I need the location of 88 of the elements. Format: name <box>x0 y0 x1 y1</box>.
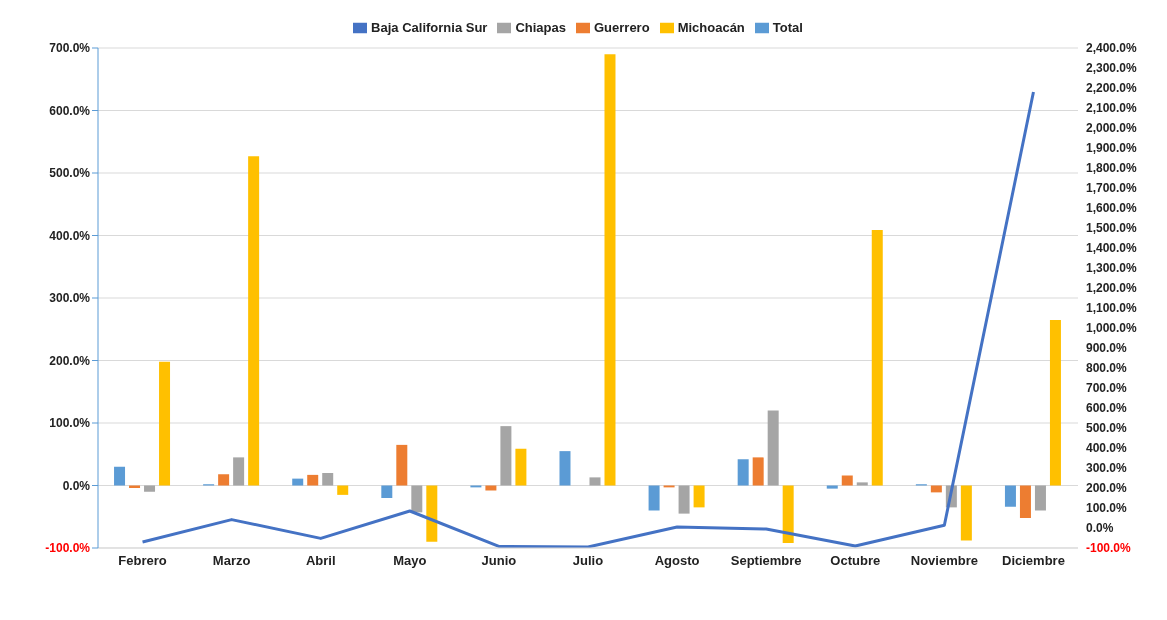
y2-tick-label: 1,200.0% <box>1086 281 1138 295</box>
y2-tick-label: 800.0% <box>1086 361 1128 375</box>
y2-tick-label: 1,800.0% <box>1086 161 1138 175</box>
y-tick-label: 200.0% <box>49 353 91 368</box>
bar <box>114 466 126 486</box>
bar <box>248 156 260 486</box>
y2-tick-label: 1,500.0% <box>1086 221 1138 235</box>
bar <box>1019 485 1031 518</box>
y2-tick-label: 100.0% <box>1086 501 1128 515</box>
bar <box>1034 485 1046 511</box>
bar <box>752 457 764 486</box>
bar <box>678 485 690 514</box>
y2-tick-label: 1,600.0% <box>1086 201 1138 215</box>
y2-tick-label: 300.0% <box>1086 461 1128 475</box>
x-tick-label: Mayo <box>393 553 427 569</box>
y2-tick-label: 200.0% <box>1086 481 1128 495</box>
bar <box>871 229 883 486</box>
y-tick-label: 100.0% <box>49 416 91 430</box>
bar <box>218 474 230 486</box>
y2-tick-label: 600.0% <box>1086 401 1128 415</box>
y-tick-label: 400.0% <box>49 228 91 243</box>
bar <box>589 477 601 486</box>
bar <box>767 410 779 486</box>
y-tick-label: 0.0% <box>62 478 91 493</box>
x-tick-label: Julio <box>572 553 604 569</box>
bar <box>559 451 571 486</box>
bar <box>826 485 838 489</box>
bar <box>337 485 349 495</box>
y-tick-label: 300.0% <box>49 291 91 305</box>
bar <box>648 485 660 511</box>
bar <box>1049 319 1061 486</box>
bar <box>411 485 423 513</box>
y2-tick-label: 900.0% <box>1086 341 1128 355</box>
y2-tick-label: 400.0% <box>1086 441 1128 455</box>
bar <box>960 485 972 541</box>
bar <box>381 485 393 498</box>
bar <box>737 459 749 486</box>
y2-tick-label: 1,400.0% <box>1086 241 1138 255</box>
legend-label: Chiapas <box>515 20 566 35</box>
y-tick-label: 700.0% <box>49 41 91 55</box>
bar <box>485 485 497 491</box>
y2-tick-label: 1,900.0% <box>1086 141 1138 155</box>
y2-tick-label: 500.0% <box>1086 421 1128 435</box>
y2-tick-label: 1,700.0% <box>1086 181 1138 195</box>
y2-tick-label: 700.0% <box>1086 381 1128 395</box>
y-tick-label: 500.0% <box>49 166 91 180</box>
y2-tick-label: 2,200.0% <box>1086 81 1138 95</box>
y-tick-label: 600.0% <box>49 103 91 118</box>
bar <box>159 361 171 486</box>
bar <box>515 448 527 486</box>
y2-tick-label: 1,300.0% <box>1086 261 1138 275</box>
y2-tick-label: -100.0% <box>1086 541 1132 555</box>
y2-tick-label: 0.0% <box>1086 521 1114 535</box>
x-tick-label: Febrero <box>118 553 167 569</box>
bar <box>396 444 408 486</box>
y2-tick-label: 2,400.0% <box>1086 41 1138 55</box>
bar <box>233 457 245 486</box>
bar <box>856 482 868 486</box>
x-tick-label: Diciembre <box>1002 553 1065 569</box>
legend-label: Total <box>772 20 803 35</box>
bar <box>292 478 304 486</box>
x-tick-label: Marzo <box>212 553 251 569</box>
bar <box>426 485 438 542</box>
y-tick-label: -100.0% <box>45 541 91 555</box>
x-tick-label: Abril <box>305 553 336 569</box>
bar <box>307 474 319 486</box>
x-tick-label: Junio <box>481 553 517 569</box>
x-tick-label: Noviembre <box>910 553 978 569</box>
bar <box>604 54 616 486</box>
legend-label: Guerrero <box>593 20 650 35</box>
y2-tick-label: 2,300.0% <box>1086 61 1138 75</box>
y2-tick-label: 1,100.0% <box>1086 301 1138 315</box>
bar <box>693 485 705 508</box>
y2-tick-label: 2,100.0% <box>1086 101 1138 115</box>
x-tick-label: Septiembre <box>730 553 802 569</box>
bar <box>1004 485 1016 507</box>
bar <box>841 475 853 486</box>
bar <box>782 485 794 543</box>
legend-label: Baja California Sur <box>371 20 488 35</box>
y2-tick-label: 2,000.0% <box>1086 121 1138 135</box>
x-tick-label: Agosto <box>654 553 700 569</box>
bar <box>144 485 156 492</box>
line-series <box>141 90 1035 548</box>
bar <box>322 473 334 486</box>
y2-tick-label: 1,000.0% <box>1086 321 1138 335</box>
x-tick-label: Octubre <box>830 553 881 569</box>
legend-label: Michoacán <box>677 20 745 35</box>
bar <box>500 426 512 486</box>
